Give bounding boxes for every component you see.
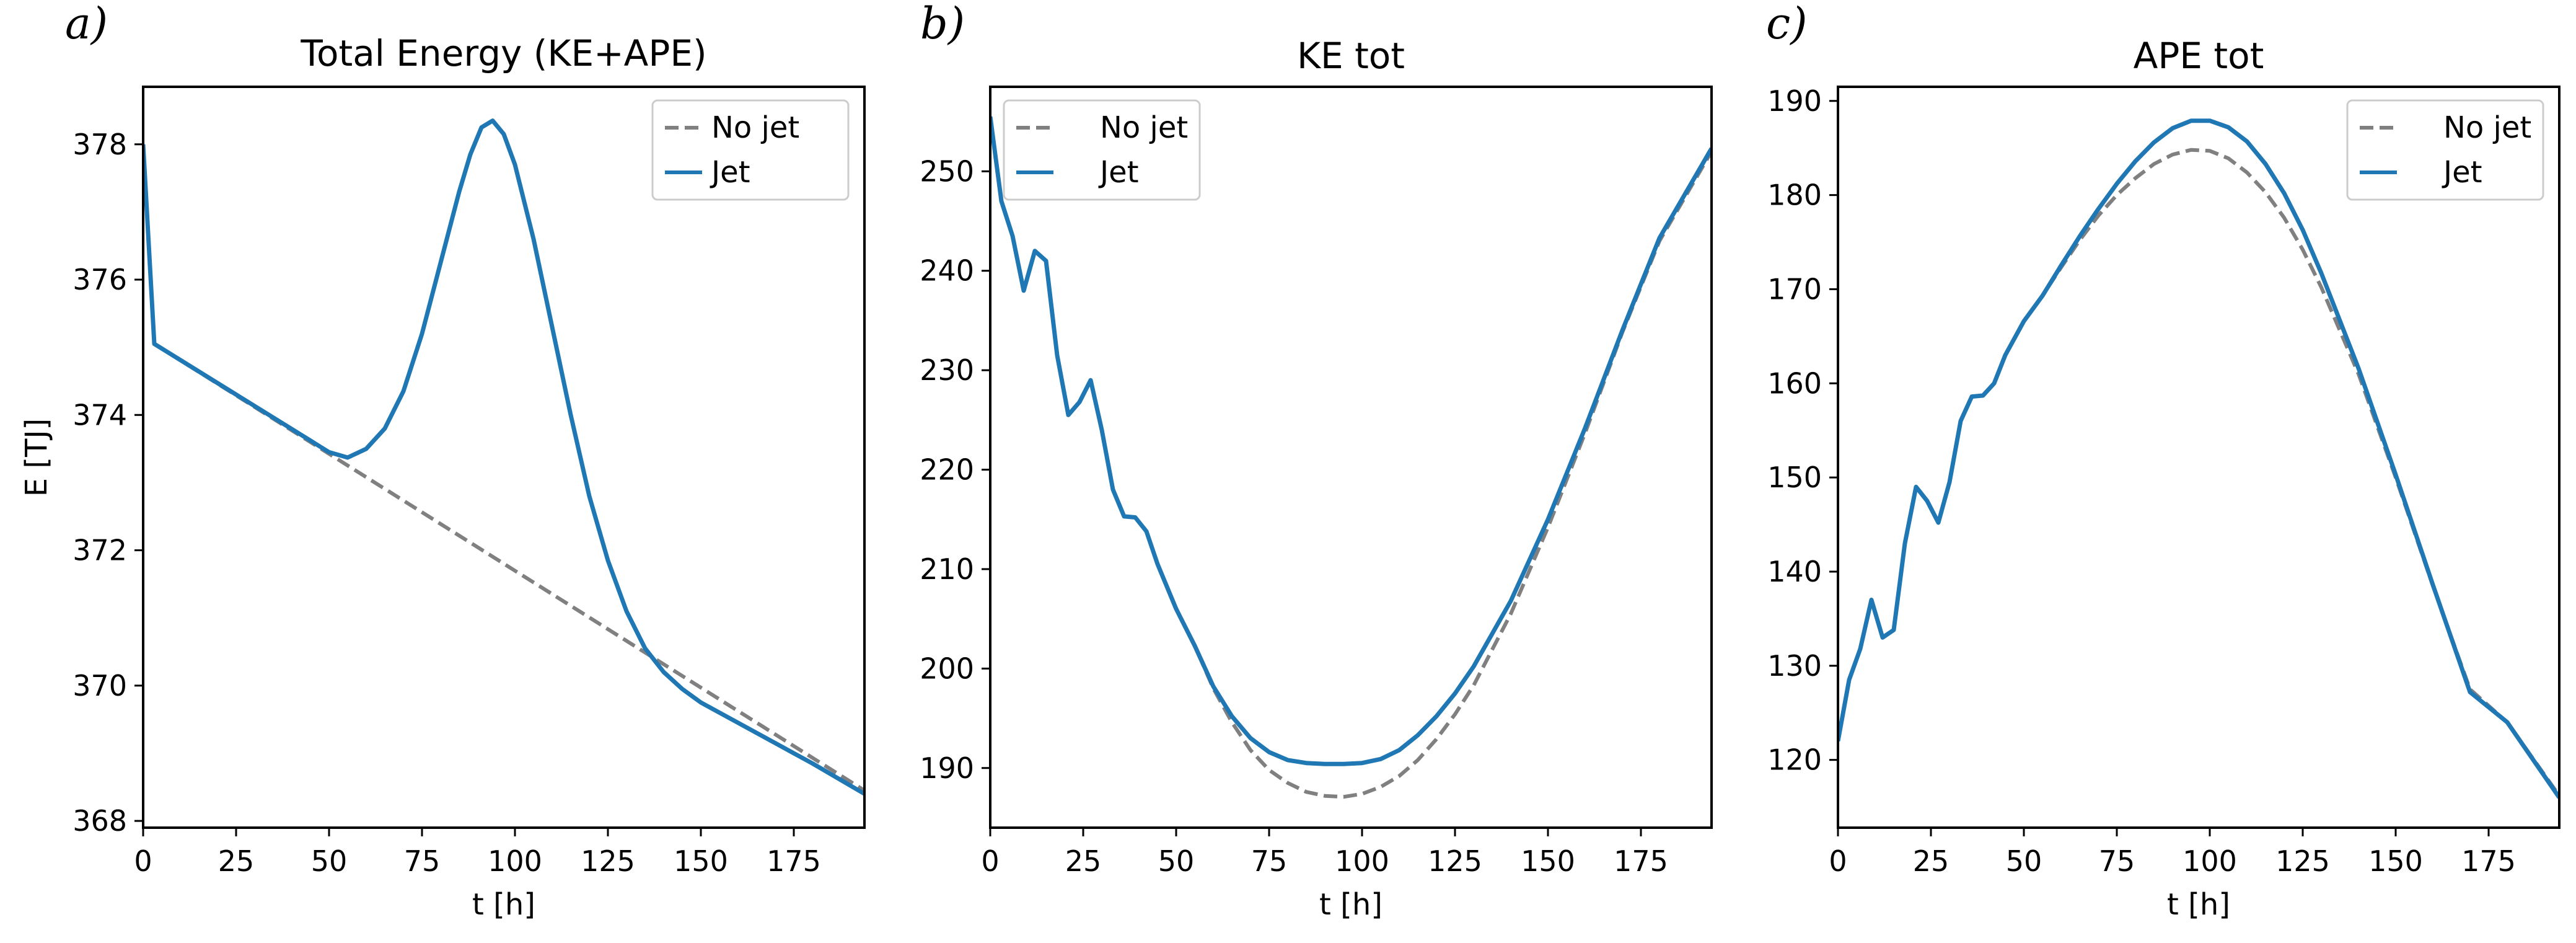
y-tick-label: 190 [1767,84,1822,118]
y-axis-label: E [TJ] [19,418,54,497]
x-tick-label: 100 [488,844,542,878]
plot-area [143,118,864,796]
y-tick-label: 368 [73,804,127,838]
y-tick-label: 210 [920,552,974,586]
y-tick-label: 372 [73,534,127,567]
x-tick-label: 25 [1913,844,1950,878]
y-tick-label: 180 [1767,179,1822,212]
panel-label: b) [920,0,965,49]
chart-title: Total Energy (KE+APE) [300,32,706,74]
legend-label-no-jet: No jet [711,110,799,145]
x-tick-label: 50 [1158,844,1195,878]
chart-title: APE tot [2134,35,2264,77]
panel-c: c) APE tot 0 25 50 75 100 125 150 175 120 130 140… [1766,0,2561,922]
axes-frame [989,86,1713,829]
x-axis: 0 25 50 75 100 125 150 175 [1829,828,2516,878]
x-tick-label: 150 [674,844,728,878]
x-tick-label: 175 [767,844,821,878]
x-tick-label: 25 [218,844,255,878]
panel-b: b) KE tot 0 25 50 75 100 125 150 175 190 200 210 2… [920,0,1713,922]
x-tick-label: 125 [1428,844,1482,878]
x-tick-label: 75 [2099,844,2135,878]
plot-area [990,116,1712,799]
x-tick-label: 150 [1521,844,1575,878]
x-tick-label: 50 [2006,844,2042,878]
x-axis: 0 25 50 75 100 125 150 175 [981,828,1668,878]
y-tick-label: 220 [920,453,974,487]
chart-title: KE tot [1297,35,1405,77]
x-tick-label: 175 [2461,844,2516,878]
panel-label: a) [65,0,108,49]
series-line-jet [143,118,864,796]
x-axis-label: t [h] [2167,887,2230,922]
legend: No jet Jet [651,99,850,201]
y-tick-label: 160 [1767,366,1822,400]
legend-box [1003,99,1201,201]
y-tick-label: 250 [920,154,974,188]
x-tick-label: 0 [134,844,152,878]
legend: No jet Jet [1003,99,1201,201]
axes-frame [142,86,866,829]
legend-label-jet: Jet [1098,155,1139,190]
x-tick-label: 75 [404,844,441,878]
x-tick-label: 75 [1251,844,1288,878]
y-tick-label: 230 [920,353,974,387]
x-tick-label: 100 [2183,844,2237,878]
y-tick-label: 140 [1767,555,1822,588]
legend-box [2346,99,2544,201]
x-tick-label: 125 [2275,844,2330,878]
x-tick-label: 0 [1829,844,1847,878]
y-tick-label: 200 [920,652,974,685]
y-tick-label: 378 [73,128,127,161]
legend-label-no-jet: No jet [2443,110,2531,145]
y-axis: 190 200 210 220 230 240 250 [920,154,990,785]
x-tick-label: 100 [1335,844,1389,878]
y-tick-label: 190 [920,751,974,785]
y-tick-label: 370 [73,669,127,702]
legend: No jet Jet [2346,99,2544,201]
x-tick-label: 0 [981,844,999,878]
y-tick-label: 130 [1767,649,1822,683]
axes-frame [1837,86,2561,829]
y-tick-label: 150 [1767,461,1822,494]
x-tick-label: 150 [2368,844,2423,878]
y-tick-label: 374 [73,398,127,432]
series-line-jet [990,116,1712,766]
y-axis: 368 370 372 374 376 378 [73,128,143,838]
x-axis-label: t [h] [1319,887,1383,922]
legend-label-jet: Jet [710,155,750,190]
x-axis-label: t [h] [472,887,535,922]
panel-a: a) Total Energy (KE+APE) 0 25 50 75 100 125 15… [19,0,866,922]
x-tick-label: 175 [1614,844,1668,878]
x-tick-label: 125 [581,844,635,878]
x-tick-label: 25 [1065,844,1102,878]
panel-label: c) [1766,0,1808,49]
legend-label-jet: Jet [2442,155,2482,190]
x-axis: 0 25 50 75 100 125 150 175 [134,828,821,878]
y-axis: 120 130 140 150 160 170 180 190 [1767,84,1838,777]
series-line-jet [1838,118,2559,799]
y-tick-label: 120 [1767,743,1822,777]
legend-box [651,99,850,201]
y-tick-label: 170 [1767,272,1822,306]
legend-label-no-jet: No jet [1100,110,1188,145]
plot-area [1838,118,2559,799]
y-tick-label: 376 [73,263,127,296]
x-tick-label: 50 [311,844,348,878]
y-tick-label: 240 [920,254,974,288]
